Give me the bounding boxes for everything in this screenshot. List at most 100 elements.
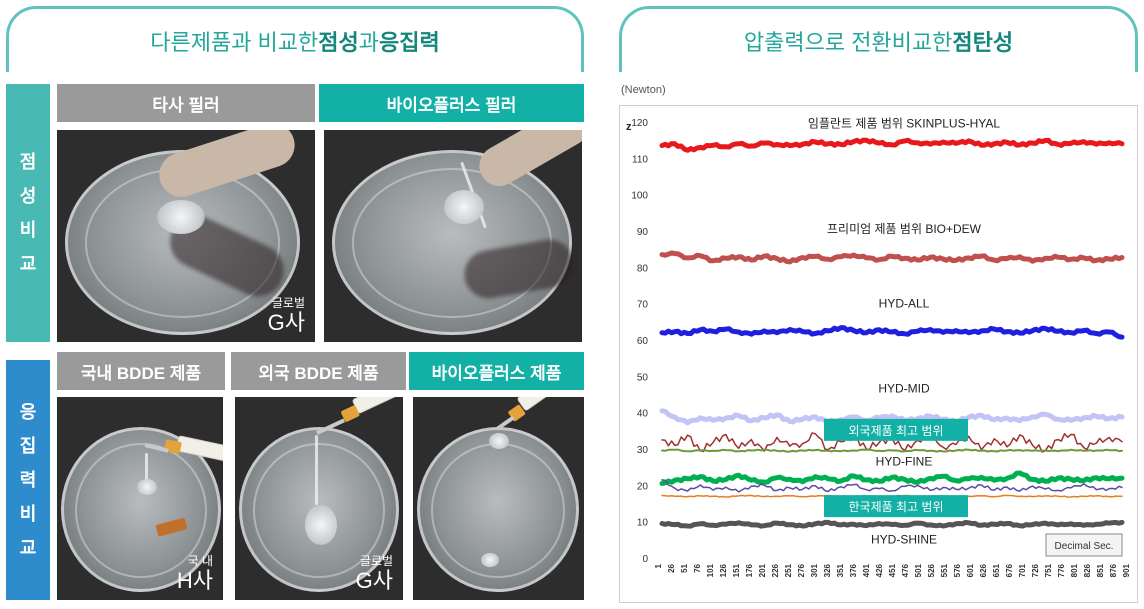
series-line [659, 325, 1125, 340]
x-tick-label: 26 [667, 563, 676, 572]
x-tick-label: 376 [849, 563, 858, 577]
caption-company: H사 [176, 568, 213, 593]
x-tick-label: 776 [1057, 563, 1066, 577]
series-line [661, 448, 1123, 453]
x-tick-label: 151 [732, 563, 741, 577]
y-tick-label: 10 [637, 518, 649, 529]
right-panel-header: 압출력으로 전환비교한 점탄성 [619, 6, 1138, 72]
x-tick-label: 451 [888, 563, 897, 577]
x-tick-label: 326 [823, 563, 832, 577]
series-label: HYD-SHINE [871, 532, 937, 546]
syringe [516, 397, 575, 412]
column-head-bioplus-filler: 바이오플러스 필러 [319, 84, 584, 122]
side-char: 성 [19, 186, 37, 206]
caption-company: G사 [355, 568, 393, 593]
filler-gel [444, 190, 484, 224]
column-head-bioplus-product: 바이오플러스 제품 [409, 352, 584, 390]
x-tick-label: 426 [875, 563, 884, 577]
y-tick-label: 40 [637, 409, 649, 420]
side-char: 비 [19, 504, 37, 524]
y-tick-label: 110 [632, 154, 648, 165]
range-badge-label: 외국제품 최고 범위 [849, 424, 944, 438]
x-tick-label: 726 [1031, 563, 1040, 577]
filler-gel [489, 433, 509, 449]
y-tick-label: 50 [637, 372, 649, 383]
x-tick-label: 901 [1122, 563, 1131, 577]
y-tick-label: 120 [631, 118, 648, 129]
x-tick-label: 51 [680, 563, 689, 572]
y-tick-label: 70 [637, 300, 649, 311]
x-tick-label: 826 [1083, 563, 1092, 577]
x-tick-label: 751 [1044, 563, 1053, 577]
range-badge [824, 418, 968, 441]
caption-company: G사 [267, 310, 305, 335]
photo-other-filler-viscosity: 글로벌 G사 [57, 130, 315, 342]
x-tick-label: 126 [719, 563, 728, 577]
right-header-bold: 점탄성 [952, 29, 1014, 55]
series-label: HYD-FINE [876, 454, 933, 468]
caption-small: 글로벌 [271, 296, 305, 310]
side-char: 력 [19, 470, 37, 490]
x-tick-label: 351 [836, 563, 845, 577]
side-char: 집 [19, 436, 37, 456]
y-tick-label: 30 [637, 445, 649, 456]
series-line [659, 408, 1125, 426]
x-tick-label: 526 [927, 563, 936, 577]
caption-small: 글로벌 [359, 554, 393, 568]
y-tick-label: 80 [637, 263, 649, 274]
series-label: HYD-ALL [879, 296, 930, 310]
left-header-bold-cohesion: 응집력 [379, 29, 440, 55]
filler-gel [137, 479, 157, 495]
column-head-other-filler: 타사 필러 [57, 84, 315, 122]
x-tick-label: 676 [1005, 563, 1014, 577]
x-tick-label: 626 [979, 563, 988, 577]
x-tick-label: 226 [771, 563, 780, 577]
side-char: 점 [19, 152, 37, 172]
y-axis-letter: z [626, 121, 632, 133]
y-tick-label: 20 [637, 481, 649, 492]
side-char: 응 [19, 402, 37, 422]
series-label: HYD-MID [878, 382, 930, 396]
column-head-domestic-bdde: 국내 BDDE 제품 [57, 352, 225, 390]
x-tick-label: 576 [953, 563, 962, 577]
x-tick-label: 701 [1018, 563, 1027, 577]
photo-caption: 글로벌 G사 [268, 296, 305, 336]
x-tick-label: 1 [654, 563, 663, 568]
column-head-foreign-bdde: 외국 BDDE 제품 [231, 352, 406, 390]
range-badge-label: 한국제품 최고 범위 [849, 500, 944, 514]
series-line [659, 519, 1125, 529]
photo-caption: 국 내 H사 [177, 554, 213, 594]
petri-dish-rim [253, 443, 385, 578]
gel-string [145, 453, 148, 483]
y-tick-label: 90 [637, 227, 649, 238]
x-tick-label: 851 [1096, 563, 1105, 577]
side-char: 교 [19, 538, 37, 558]
left-header-prefix: 다른제품과 비교한 [150, 29, 319, 55]
x-tick-label: 476 [901, 563, 910, 577]
x-tick-label: 176 [745, 563, 754, 577]
left-panel-header: 다른제품과 비교한 점성 과 응집력 [6, 6, 584, 72]
filler-gel [305, 505, 337, 545]
photo-bioplus-filler-viscosity [324, 130, 582, 342]
x-tick-label: 601 [966, 563, 975, 577]
x-axis-label-box [1045, 533, 1123, 557]
x-tick-label: 251 [784, 563, 793, 577]
y-tick-label: 60 [637, 336, 649, 347]
left-header-bold-viscosity: 점성 [318, 29, 359, 55]
side-label-viscosity-comparison: 점 성 비 교 [6, 84, 50, 342]
series-label: 임플란트 제품 범위 SKINPLUS-HYAL [808, 116, 1000, 130]
x-tick-label: 76 [693, 563, 702, 572]
y-tick-label: 100 [631, 191, 648, 202]
syringe [351, 397, 403, 415]
series-line [659, 250, 1125, 265]
filler-gel [157, 200, 205, 234]
x-tick-label: 276 [797, 563, 806, 577]
series-line [661, 479, 1123, 493]
x-tick-label: 501 [914, 563, 923, 577]
caption-small: 국 내 [187, 554, 213, 568]
side-char: 비 [19, 220, 37, 240]
series-label: 프리미엄 제품 범위 BIO+DEW [827, 222, 982, 236]
x-axis-label: Decimal Sec. [1055, 541, 1114, 552]
x-tick-label: 651 [992, 563, 1001, 577]
